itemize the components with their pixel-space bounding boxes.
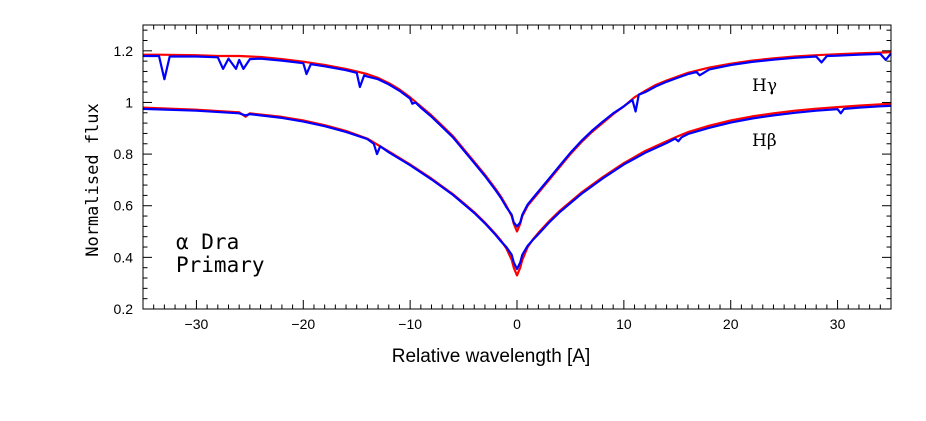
- star-name-label: α Dra: [176, 230, 239, 254]
- axis-ticks: [142, 25, 892, 310]
- x-axis-label: Relative wavelength [A]: [392, 346, 591, 367]
- component-label: Primary: [176, 253, 265, 277]
- x-tick-label: 20: [723, 316, 739, 332]
- h-beta-label: Hβ: [752, 131, 777, 151]
- x-tick-label: −30: [185, 316, 209, 332]
- y-tick-label: 0.2: [114, 301, 134, 317]
- x-tick-label: −20: [291, 316, 315, 332]
- y-tick-label: 0.4: [114, 249, 134, 265]
- y-tick-label: 1: [125, 94, 133, 110]
- h-beta-red-series: [142, 102, 892, 277]
- h-gamma-label: Hγ: [752, 76, 777, 96]
- y-tick-label: 1.2: [114, 43, 134, 59]
- x-tick-label: −10: [398, 316, 422, 332]
- x-tick-label: 10: [616, 316, 632, 332]
- y-axis-label: Normalised flux: [83, 103, 103, 257]
- y-tick-label: 0.6: [114, 198, 134, 214]
- series-layer: [142, 51, 892, 277]
- h-gamma-blue-series: [143, 52, 892, 228]
- x-tick-label: 30: [830, 316, 846, 332]
- tick-labels: −30 −20 −10 0 10 20 30 0.2 0.4 0.6 0.8 1 1.2: [114, 43, 846, 332]
- h-beta-blue-series: [142, 104, 892, 271]
- h-gamma-red-series: [143, 51, 892, 233]
- y-tick-label: 0.8: [114, 146, 134, 162]
- x-tick-label: 0: [513, 316, 521, 332]
